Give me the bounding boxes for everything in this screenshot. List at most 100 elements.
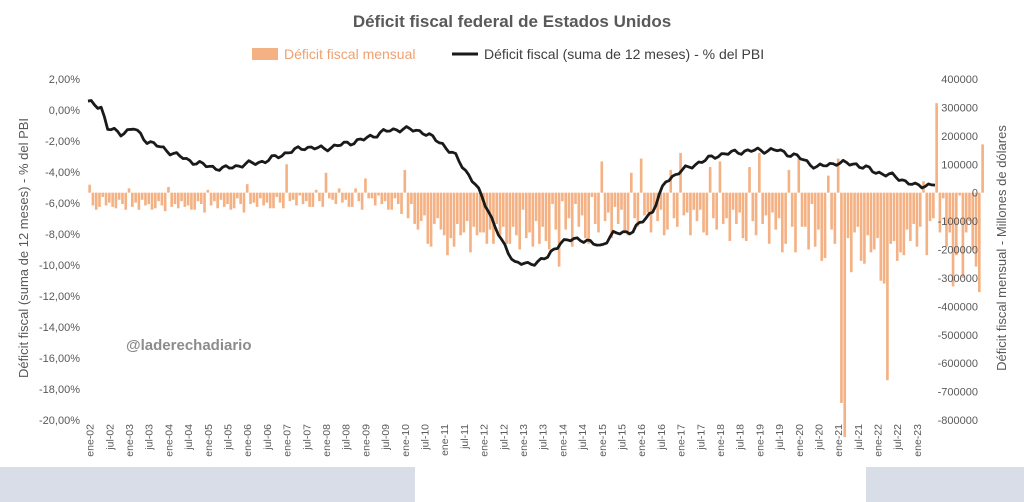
x-tick-label: ene-22 xyxy=(873,424,885,457)
bar xyxy=(935,103,938,193)
bar xyxy=(423,192,426,216)
bar xyxy=(725,192,728,219)
bar xyxy=(275,192,279,197)
bar xyxy=(590,192,594,197)
bar xyxy=(955,192,958,256)
bar xyxy=(636,192,640,227)
bar xyxy=(790,192,794,227)
bar xyxy=(426,192,430,244)
bar xyxy=(754,192,758,236)
bar-series xyxy=(88,103,984,438)
x-tick-label: jul-06 xyxy=(262,424,274,451)
bar xyxy=(859,192,863,261)
bar xyxy=(817,192,820,230)
source-footer xyxy=(0,467,415,502)
left-tick-label: -2,00% xyxy=(45,136,80,148)
bar xyxy=(508,192,512,244)
bar xyxy=(521,192,525,210)
bar xyxy=(170,192,174,207)
bar xyxy=(98,192,101,207)
chart-title: Déficit fiscal federal de Estados Unidos xyxy=(353,12,671,31)
bar xyxy=(902,192,906,256)
left-tick-label: -12,00% xyxy=(39,291,80,303)
left-tick-label: -10,00% xyxy=(39,260,80,272)
bar xyxy=(974,192,978,267)
bar xyxy=(869,192,873,253)
bar xyxy=(761,192,764,224)
x-tick-label: jul-11 xyxy=(459,424,471,450)
bar xyxy=(364,178,367,193)
bar xyxy=(675,192,679,227)
bar xyxy=(561,192,564,202)
x-tick-label: jul-21 xyxy=(853,424,865,451)
left-axis-ticks: 2,00% 0,00% -2,00% -4,00% -6,00% -8,00% -10,00… xyxy=(39,74,80,427)
bar xyxy=(121,192,124,205)
bar xyxy=(695,192,699,222)
bar xyxy=(314,189,318,193)
x-tick-label: ene-23 xyxy=(912,424,924,457)
right-axis-ticks: 400000 300000 200000 100000 0 -100000 -200000 -… xyxy=(938,74,978,427)
x-tick-label: jul-12 xyxy=(498,424,510,451)
bar xyxy=(144,192,147,206)
x-tick-label: jul-18 xyxy=(735,424,747,451)
x-tick-label: ene-08 xyxy=(321,424,333,457)
bar xyxy=(278,192,282,203)
bar xyxy=(439,192,443,230)
bar xyxy=(928,192,932,222)
bar xyxy=(259,192,262,199)
bar xyxy=(505,192,508,244)
bar xyxy=(705,192,709,236)
bar xyxy=(587,192,590,244)
bar xyxy=(820,192,824,261)
bar xyxy=(383,192,387,202)
bar xyxy=(794,192,797,253)
bar xyxy=(406,192,410,219)
bar xyxy=(800,192,804,227)
bar xyxy=(213,192,216,202)
bar xyxy=(515,192,518,236)
bar xyxy=(807,192,810,250)
bar xyxy=(574,192,577,205)
x-tick-label: jul-20 xyxy=(814,424,826,451)
bar xyxy=(377,192,380,196)
bar xyxy=(449,192,453,239)
bar xyxy=(787,169,791,193)
x-tick-label: ene-12 xyxy=(479,424,491,457)
bar xyxy=(853,192,856,233)
right-tick-label: -200000 xyxy=(938,245,978,257)
bar xyxy=(836,158,840,193)
bar xyxy=(114,192,118,209)
bar xyxy=(541,192,544,227)
bar xyxy=(603,192,607,222)
bar xyxy=(173,192,177,205)
x-tick-label: jul-08 xyxy=(341,424,353,451)
bar xyxy=(433,192,436,224)
left-tick-label: -6,00% xyxy=(45,198,80,210)
bar xyxy=(866,192,870,236)
bar xyxy=(482,192,485,233)
x-tick-label: ene-21 xyxy=(833,424,845,457)
bar xyxy=(429,192,433,247)
bar xyxy=(905,192,909,230)
bar xyxy=(712,192,715,219)
bar xyxy=(652,192,656,210)
right-tick-label: -500000 xyxy=(938,330,978,342)
bar xyxy=(830,192,833,230)
bar xyxy=(452,192,456,247)
x-tick-label: ene-10 xyxy=(400,424,412,457)
bar xyxy=(199,192,203,205)
x-tick-label: ene-14 xyxy=(557,424,569,457)
legend: Déficit fiscal mensual Déficit fiscal (s… xyxy=(252,46,764,62)
bar xyxy=(978,192,981,293)
bar xyxy=(731,192,735,210)
bar xyxy=(879,192,883,281)
bar xyxy=(895,192,899,261)
bar xyxy=(88,184,91,193)
x-tick-label: ene-18 xyxy=(715,424,727,457)
bar xyxy=(741,192,745,239)
bar xyxy=(823,192,827,259)
bar xyxy=(744,192,748,241)
bar xyxy=(751,192,755,222)
x-tick-label: jul-04 xyxy=(183,424,195,451)
bar xyxy=(718,161,722,193)
